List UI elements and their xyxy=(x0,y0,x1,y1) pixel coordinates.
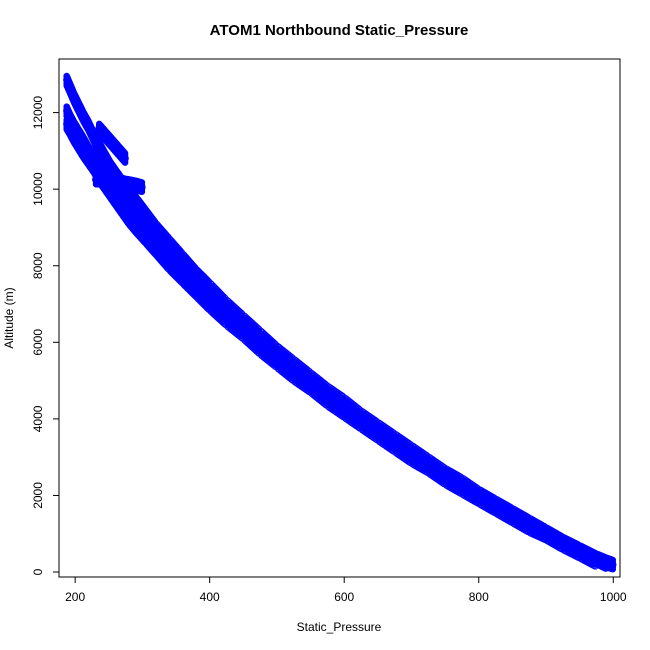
data-point xyxy=(609,556,617,564)
data-points xyxy=(63,72,617,573)
data-point xyxy=(609,565,617,573)
data-point xyxy=(220,293,228,301)
chart-title: ATOM1 Northbound Static_Pressure xyxy=(210,22,469,39)
plot-frame xyxy=(58,58,621,578)
data-point xyxy=(609,559,617,566)
data-point xyxy=(610,561,617,569)
